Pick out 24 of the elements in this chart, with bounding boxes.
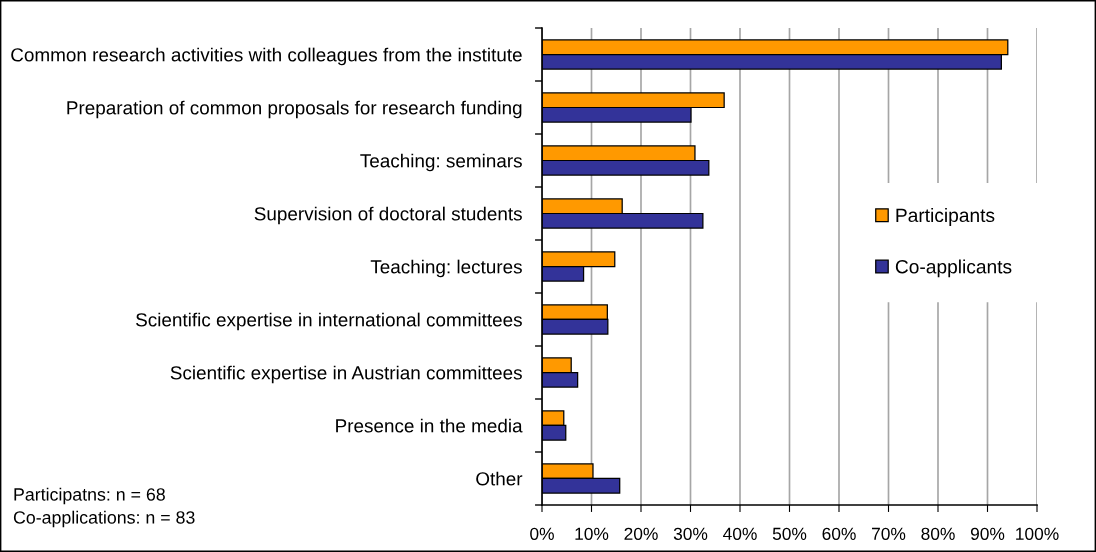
legend-label: Participants [896, 208, 995, 226]
y-tick-label: Other [476, 471, 523, 486]
text: Co-applications: n = 83 [13, 510, 195, 528]
y-tick-label: Scientific expertise in Austrian committees [170, 365, 522, 384]
y-tick-label: Supervision of doctoral students [254, 206, 522, 225]
y-tick-label: Preparation of common proposals for research funding [67, 100, 522, 119]
y-tick-label: Common research activities with colleagues from the institute [11, 47, 522, 66]
y-tick-label: Presence in the media [336, 418, 523, 433]
x-tick-label: 20% [624, 527, 658, 540]
y-tick-label: Scientific expertise in international committees [136, 312, 522, 331]
x-tick-label: 80% [921, 527, 955, 540]
x-tick-label: 40% [723, 527, 757, 540]
x-tick-label: 70% [872, 527, 906, 540]
y-tick-label: Teaching: seminars [360, 153, 522, 172]
x-tick-label: 60% [822, 527, 856, 540]
x-tick-label: 100% [1016, 527, 1059, 540]
x-tick-label: 30% [673, 527, 708, 540]
x-tick-label: 0% [530, 527, 554, 540]
y-tick-label: Teaching: lectures [370, 259, 522, 278]
x-tick-label: 10% [575, 527, 609, 540]
x-tick-label: 50% [772, 527, 807, 540]
x-tick-label: 90% [970, 527, 1005, 540]
text: Participatns: n = 68 [14, 487, 165, 505]
legend-label: Co-applicants [895, 259, 1012, 278]
